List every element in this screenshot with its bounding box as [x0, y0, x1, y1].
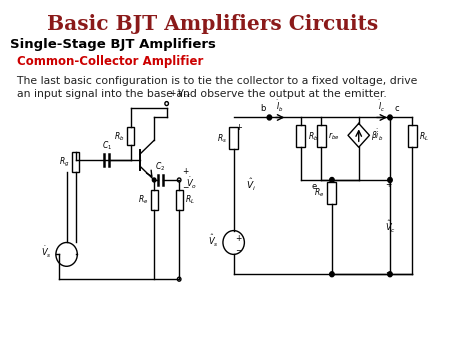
Bar [296, 125, 305, 147]
Text: $\dot{V}_o$: $\dot{V}_o$ [186, 175, 198, 191]
Text: $R_b$: $R_b$ [308, 130, 318, 143]
Circle shape [388, 272, 392, 277]
Text: $\dot{I}_c$: $\dot{I}_c$ [378, 98, 385, 114]
Circle shape [388, 115, 392, 120]
Text: $R_L$: $R_L$ [185, 193, 195, 206]
Text: $+$: $+$ [236, 122, 244, 132]
Text: c: c [394, 104, 399, 113]
Text: $\dot{V}_s$: $\dot{V}_s$ [41, 245, 51, 260]
Circle shape [330, 272, 334, 277]
Text: $+$: $+$ [384, 179, 392, 189]
Text: $-$: $-$ [384, 266, 392, 275]
Text: $\hat{V}_s$: $\hat{V}_s$ [208, 233, 219, 248]
Text: The last basic configuration is to tie the collector to a fixed voltage, drive: The last basic configuration is to tie t… [10, 76, 418, 86]
Circle shape [152, 178, 156, 182]
Text: $+$: $+$ [236, 233, 243, 242]
Text: $R_g$: $R_g$ [59, 155, 69, 169]
Circle shape [330, 178, 334, 182]
Text: $r_{be}$: $r_{be}$ [328, 131, 340, 142]
Bar [229, 127, 238, 149]
Text: $-$: $-$ [182, 181, 190, 190]
Text: $R_e$: $R_e$ [314, 187, 325, 199]
Circle shape [267, 115, 272, 120]
Bar [175, 190, 183, 210]
Bar [128, 127, 135, 145]
Text: e: e [311, 182, 317, 191]
Text: $R_b$: $R_b$ [114, 130, 125, 143]
Text: $+\ V_{cc}$: $+\ V_{cc}$ [169, 87, 191, 100]
Text: b: b [260, 104, 266, 113]
Bar [72, 152, 79, 172]
Text: $\dot{I}_b$: $\dot{I}_b$ [276, 98, 284, 114]
Text: Common-Collector Amplifier: Common-Collector Amplifier [18, 55, 204, 68]
Bar [328, 182, 337, 204]
Text: $C_2$: $C_2$ [155, 160, 165, 173]
Bar [408, 125, 417, 147]
Text: $+$: $+$ [182, 166, 190, 176]
Bar [151, 190, 158, 210]
Text: Single-Stage BJT Amplifiers: Single-Stage BJT Amplifiers [10, 38, 216, 51]
Text: $R_L$: $R_L$ [419, 130, 429, 143]
Bar [317, 125, 326, 147]
Text: an input signal into the base and observe the output at the emitter.: an input signal into the base and observ… [10, 89, 387, 99]
Text: $C_1$: $C_1$ [102, 140, 112, 152]
Text: $\hat{V}_i$: $\hat{V}_i$ [246, 177, 256, 193]
Circle shape [388, 178, 392, 182]
Text: Basic BJT Amplifiers Circuits: Basic BJT Amplifiers Circuits [47, 14, 379, 34]
Text: $\beta\dot{i}_b$: $\beta\dot{i}_b$ [371, 127, 383, 143]
Text: $R_s$: $R_s$ [217, 132, 227, 144]
Text: $-$: $-$ [236, 244, 243, 253]
Text: $\hat{V}_c$: $\hat{V}_c$ [384, 219, 396, 235]
Text: $R_e$: $R_e$ [137, 193, 148, 206]
